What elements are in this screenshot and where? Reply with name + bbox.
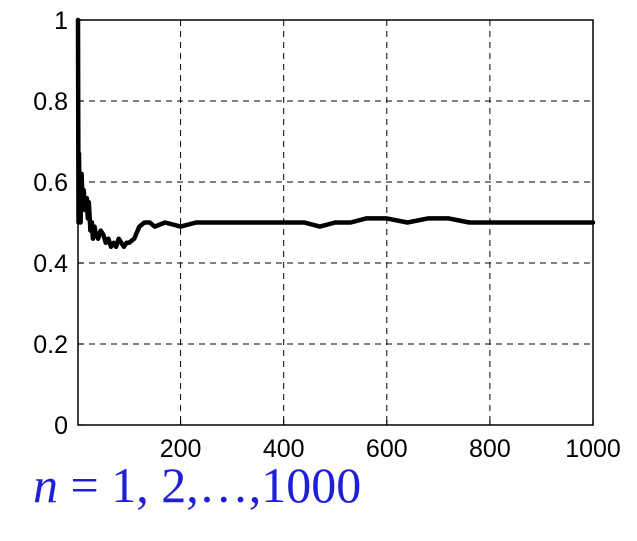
y-tick-label: 1 [54, 7, 68, 35]
x-axis-ticks: 200 400 600 800 1000 [160, 420, 621, 460]
y-axis-ticks: 0 0.2 0.4 0.6 0.8 1 [33, 7, 83, 440]
x-tick-label: 1000 [565, 435, 621, 460]
x-tick-label: 200 [160, 435, 202, 460]
series-layer [75, 17, 596, 250]
caption-equals: = [58, 457, 112, 513]
y-tick-label: 0.6 [33, 169, 68, 197]
caption-variable: n [33, 457, 58, 513]
y-tick-label: 0.8 [33, 88, 68, 116]
line-chart: 200 400 600 800 1000 0 0.2 0.4 0.6 0.8 1 [33, 7, 621, 460]
x-tick-label: 600 [366, 435, 408, 460]
x-tick-label: 400 [263, 435, 305, 460]
y-tick-label: 0 [54, 412, 68, 440]
x-tick-label: 800 [469, 435, 511, 460]
y-tick-label: 0.2 [33, 331, 68, 359]
y-tick-label: 0.4 [33, 250, 68, 278]
x-range-caption: n = 1, 2,…,1000 [33, 460, 361, 510]
caption-values: 1, 2,…,1000 [111, 457, 362, 513]
plot-frame [77, 19, 594, 426]
series-line [75, 17, 596, 250]
